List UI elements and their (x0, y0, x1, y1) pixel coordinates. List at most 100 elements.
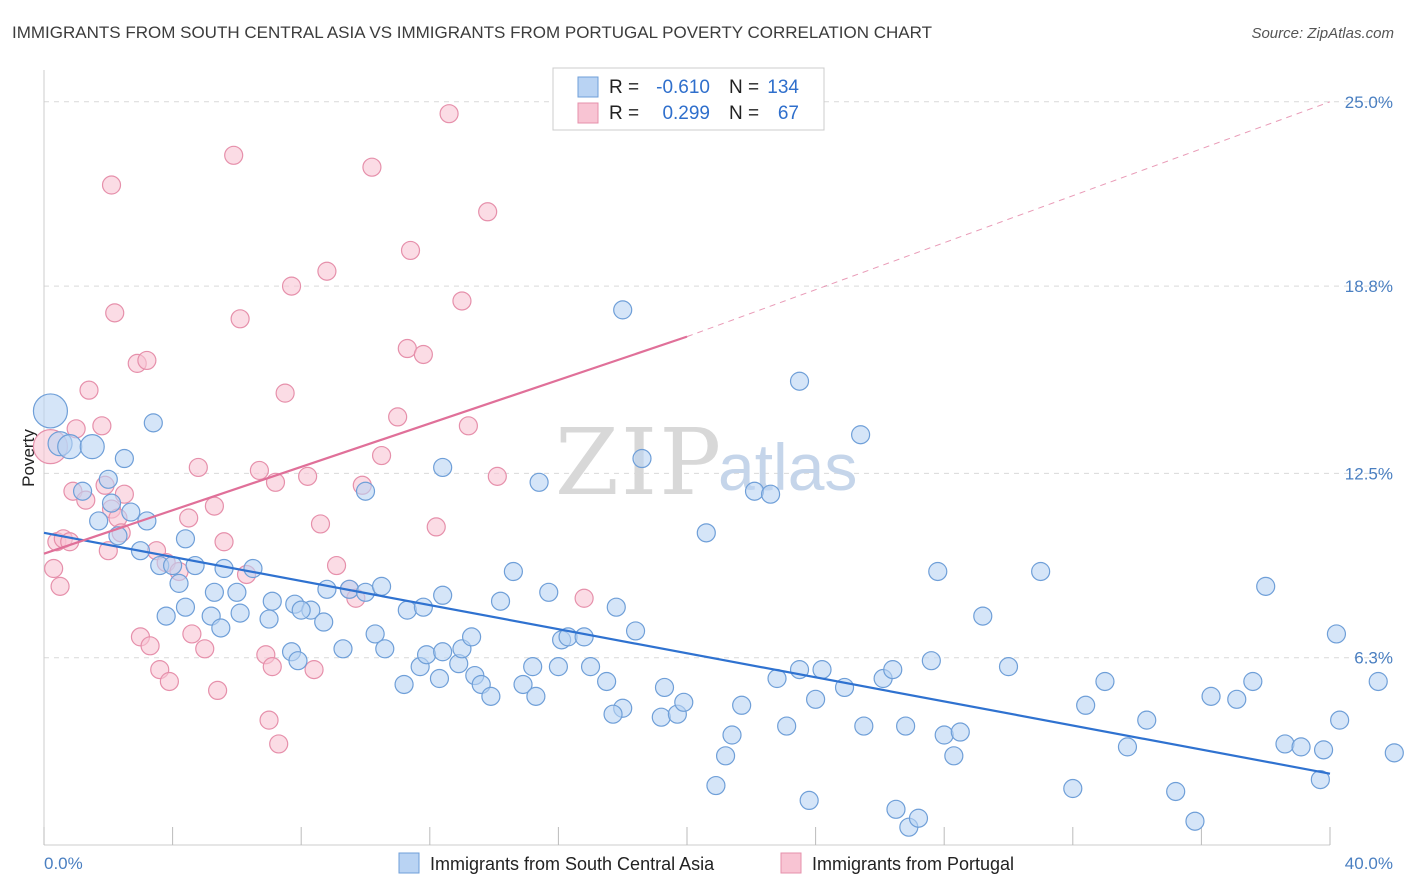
portugal-point (281, 276, 302, 296)
trend-line-portugal-extension (686, 101, 1331, 338)
south-central-asia-point (696, 523, 716, 543)
south-central-asia-point (433, 457, 453, 478)
south-central-asia-point (632, 448, 652, 469)
legend-r-label-pink: R = (609, 103, 639, 124)
portugal-point (275, 383, 295, 403)
portugal-point (249, 460, 270, 481)
legend-n-label-blue: N = (729, 77, 759, 98)
chart-title: IMMIGRANTS FROM SOUTH CENTRAL ASIA VS IM… (12, 23, 932, 42)
south-central-asia-point (1313, 740, 1334, 760)
south-central-asia-point (156, 606, 176, 626)
watermark-atlas: atlas (718, 430, 857, 504)
south-central-asia-point (288, 651, 308, 671)
south-central-asia-point (812, 660, 832, 680)
bottom-legend-label-blue: Immigrants from South Central Asia (430, 854, 715, 874)
south-central-asia-point (79, 434, 105, 460)
chart-source: Source: ZipAtlas.com (1251, 25, 1394, 42)
trend-line-portugal (43, 335, 688, 555)
south-central-asia-point (944, 746, 964, 766)
south-central-asia-point (625, 621, 646, 641)
portugal-point (214, 532, 234, 552)
south-central-asia-point (706, 775, 726, 796)
portugal-point (195, 639, 215, 659)
south-central-asia-point (580, 657, 601, 677)
series-portugal (32, 104, 594, 754)
south-central-asia-point (1310, 769, 1330, 790)
portugal-point (574, 588, 594, 608)
south-central-asia-point (760, 484, 781, 504)
south-central-asia-point (143, 413, 163, 433)
south-central-asia-point (1166, 781, 1186, 802)
south-central-asia-point (163, 555, 183, 576)
portugal-point (224, 145, 244, 165)
south-central-asia-point (777, 716, 797, 736)
south-central-asia-point (1275, 734, 1295, 754)
south-central-asia-point (654, 677, 675, 698)
south-central-asia-point (523, 657, 543, 677)
south-central-asia-point (1063, 778, 1083, 799)
portugal-point (159, 671, 179, 692)
south-central-asia-point (98, 469, 118, 489)
portugal-point (79, 380, 99, 400)
south-central-asia-point (526, 686, 546, 706)
y-tick-label-2: 18.8% (1345, 277, 1393, 296)
south-central-asia-point (1031, 561, 1051, 582)
south-central-asia-point (355, 481, 376, 501)
south-central-asia-point (574, 627, 594, 647)
portugal-point (92, 416, 112, 436)
legend-r-value-blue: -0.610 (656, 77, 710, 98)
y-tick-label-1: 12.5% (1345, 464, 1393, 483)
south-central-asia-point (481, 686, 501, 706)
south-central-asia-point (998, 657, 1019, 677)
south-central-asia-point (211, 618, 231, 638)
south-central-asia-point (416, 645, 437, 665)
south-central-asia-point (1095, 671, 1115, 692)
south-central-asia-point (230, 603, 250, 623)
trend-line-south-central-asia (43, 531, 1331, 775)
portugal-point (105, 303, 125, 323)
portugal-point (208, 680, 228, 701)
legend-swatch-blue (577, 76, 599, 98)
south-central-asia-point (114, 448, 134, 469)
portugal-point (478, 202, 498, 222)
portugal-point (310, 514, 331, 534)
bottom-legend-label-pink: Immigrants from Portugal (812, 854, 1014, 874)
south-central-asia-point (908, 808, 929, 828)
south-central-asia-point (57, 434, 83, 460)
south-central-asia-point (732, 695, 752, 715)
south-central-asia-point (1326, 624, 1347, 644)
south-central-asia-point (503, 561, 523, 582)
portugal-point (50, 576, 70, 596)
south-central-asia-point (789, 371, 810, 391)
south-central-asia-point (89, 511, 109, 531)
south-central-asia-point (259, 609, 279, 629)
south-central-asia-point (973, 606, 993, 626)
portugal-point (326, 555, 347, 576)
portugal-point (298, 466, 318, 486)
south-central-asia-point (314, 612, 334, 632)
bottom-legend-swatch-pink (780, 852, 802, 874)
portugal-point (439, 104, 459, 124)
south-central-asia-point (1185, 811, 1205, 831)
legend-r-value-pink: 0.299 (662, 103, 710, 124)
south-central-asia-point (429, 668, 450, 689)
south-central-asia-point (1243, 671, 1263, 692)
x-tick-min: 0.0% (44, 854, 83, 873)
portugal-point (304, 660, 324, 680)
portugal-point (182, 624, 202, 644)
portugal-point (230, 309, 250, 329)
portugal-point (426, 517, 446, 537)
south-central-asia-point (394, 674, 414, 695)
portugal-point (188, 457, 208, 478)
south-central-asia-point (1201, 686, 1221, 706)
south-central-asia-point (433, 585, 453, 605)
south-central-asia-point (597, 671, 617, 692)
south-central-asia-point (371, 576, 392, 596)
south-central-asia-point (651, 707, 671, 727)
legend-n-value-blue: 134 (767, 77, 799, 98)
portugal-point (259, 710, 279, 730)
south-central-asia-point (744, 481, 765, 501)
legend-n-value-pink: 67 (778, 103, 799, 124)
legend-r-label-blue: R = (609, 77, 639, 98)
